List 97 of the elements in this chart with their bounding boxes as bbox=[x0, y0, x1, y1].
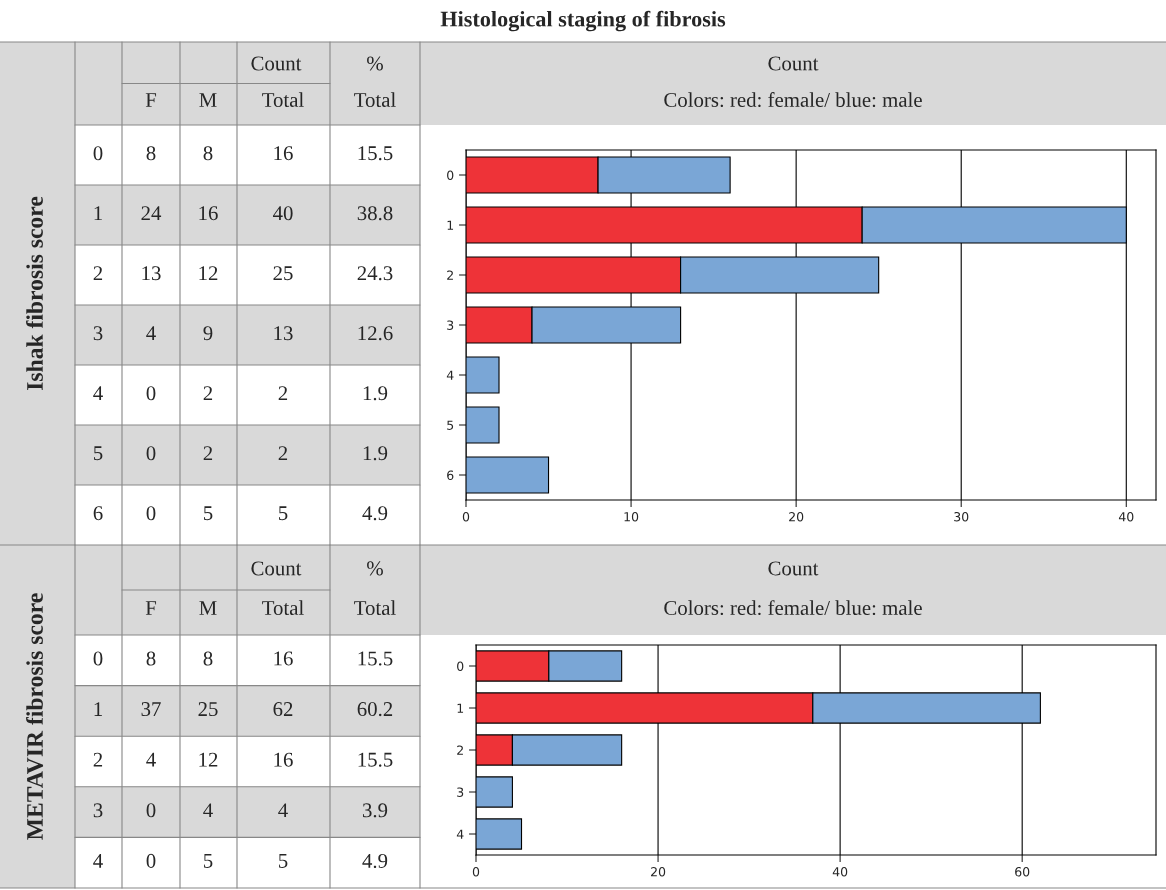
text: M bbox=[199, 601, 217, 615]
text: 1.9 bbox=[363, 446, 388, 461]
y-tick-label: 2 bbox=[457, 745, 463, 755]
x-tick-label: 40 bbox=[1118, 512, 1134, 522]
text: 24.3 bbox=[357, 266, 393, 281]
text: 16 bbox=[199, 206, 218, 221]
y-tick-label: 0 bbox=[447, 170, 454, 180]
text: 16 bbox=[274, 651, 293, 666]
text: 15.5 bbox=[358, 651, 393, 666]
text: 2 bbox=[278, 386, 288, 401]
text: 12 bbox=[199, 752, 218, 767]
text: 16 bbox=[274, 146, 293, 161]
x-tick-label: 20 bbox=[789, 512, 804, 522]
text: 0 bbox=[146, 386, 156, 401]
x-tick-label: 0 bbox=[472, 867, 480, 877]
x-tick-label: 30 bbox=[954, 512, 969, 522]
category-label: 0 bbox=[93, 146, 103, 161]
y-axis-title: METAVIR fibrosis score bbox=[26, 593, 44, 840]
category-label: 3 bbox=[93, 326, 103, 341]
category-label: 6 bbox=[93, 506, 103, 521]
category-label: 2 bbox=[93, 752, 103, 767]
y-tick-label: 6 bbox=[447, 470, 454, 480]
y-tick-label: 1 bbox=[447, 220, 454, 230]
text: 0 bbox=[146, 446, 156, 461]
text: % bbox=[367, 561, 383, 576]
text: 4 bbox=[146, 326, 156, 341]
text: 9 bbox=[203, 326, 213, 341]
text: 13 bbox=[274, 326, 293, 341]
text: 4 bbox=[278, 803, 288, 818]
text: 0 bbox=[146, 803, 156, 818]
text: 4 bbox=[93, 386, 103, 401]
text: 37 bbox=[141, 702, 161, 717]
text: F bbox=[145, 93, 157, 107]
text: Total bbox=[262, 92, 304, 107]
y-tick-label: 4 bbox=[446, 370, 454, 380]
text: 5 bbox=[94, 446, 103, 461]
text: 60.2 bbox=[357, 702, 393, 717]
x-tick-label: 10 bbox=[624, 512, 639, 522]
text: 24 bbox=[141, 206, 162, 221]
text: 15.5 bbox=[358, 752, 393, 767]
chart-subtitle: Colors: red: female/ blue: male bbox=[664, 92, 922, 108]
text: 5 bbox=[279, 854, 288, 868]
y-tick-label: 2 bbox=[447, 270, 453, 280]
y-tick-label: 5 bbox=[447, 420, 454, 430]
x-tick-label: 20 bbox=[651, 867, 666, 877]
y-tick-label: 0 bbox=[457, 661, 464, 671]
x-tick-label: 60 bbox=[1015, 867, 1030, 877]
category-label: 1 bbox=[94, 206, 102, 221]
text: 8 bbox=[146, 651, 156, 666]
text: 2 bbox=[203, 446, 213, 461]
category-label: 1 bbox=[94, 702, 102, 716]
y-axis-title: Ishak fibrosis score bbox=[26, 196, 43, 391]
category-label: 0 bbox=[93, 651, 103, 666]
y-tick-label: 4 bbox=[456, 829, 464, 839]
text: 4 bbox=[146, 752, 156, 767]
text: F bbox=[145, 601, 157, 615]
text: 1.9 bbox=[363, 386, 388, 401]
text: 8 bbox=[203, 146, 213, 161]
text: 62 bbox=[273, 702, 293, 717]
text: 12 bbox=[199, 266, 218, 281]
text: 3.9 bbox=[362, 803, 388, 818]
text: 25 bbox=[198, 702, 218, 717]
text: 2 bbox=[93, 266, 103, 281]
text: 12.6 bbox=[358, 326, 393, 341]
text: 2 bbox=[278, 446, 288, 461]
y-tick-label: 3 bbox=[447, 320, 454, 330]
text: 40 bbox=[272, 206, 293, 221]
chart-title: Histological staging of fibrosis bbox=[440, 10, 726, 32]
text: 5 bbox=[279, 506, 288, 521]
text: 4 bbox=[203, 803, 213, 818]
text: 5 bbox=[204, 854, 213, 868]
text: Total bbox=[354, 600, 396, 616]
text: Total bbox=[262, 600, 304, 616]
text: 8 bbox=[203, 651, 213, 666]
y-tick-label: 1 bbox=[457, 703, 464, 713]
text: 38.8 bbox=[357, 206, 393, 221]
text: 16 bbox=[274, 752, 293, 767]
x-axis-title: Count bbox=[768, 561, 819, 576]
text: M bbox=[199, 93, 217, 107]
text: 8 bbox=[146, 146, 156, 161]
text: 15.5 bbox=[358, 146, 393, 161]
x-tick-label: 40 bbox=[832, 867, 848, 877]
text: Count bbox=[251, 561, 302, 576]
text: 4.9 bbox=[362, 506, 388, 521]
text: 25 bbox=[273, 266, 293, 281]
text: 5 bbox=[204, 506, 213, 521]
category-label: 3 bbox=[93, 803, 103, 818]
text: 13 bbox=[142, 266, 161, 281]
text: % bbox=[367, 56, 383, 71]
text: Total bbox=[354, 92, 396, 107]
text: 2 bbox=[203, 386, 213, 401]
x-axis-title: Count bbox=[768, 56, 819, 71]
text: 4.9 bbox=[362, 853, 388, 869]
chart-subtitle: Colors: red: female/ blue: male bbox=[664, 600, 922, 616]
text: Count bbox=[251, 56, 302, 71]
y-tick-label: 3 bbox=[457, 787, 464, 797]
text: 4 bbox=[93, 854, 103, 868]
